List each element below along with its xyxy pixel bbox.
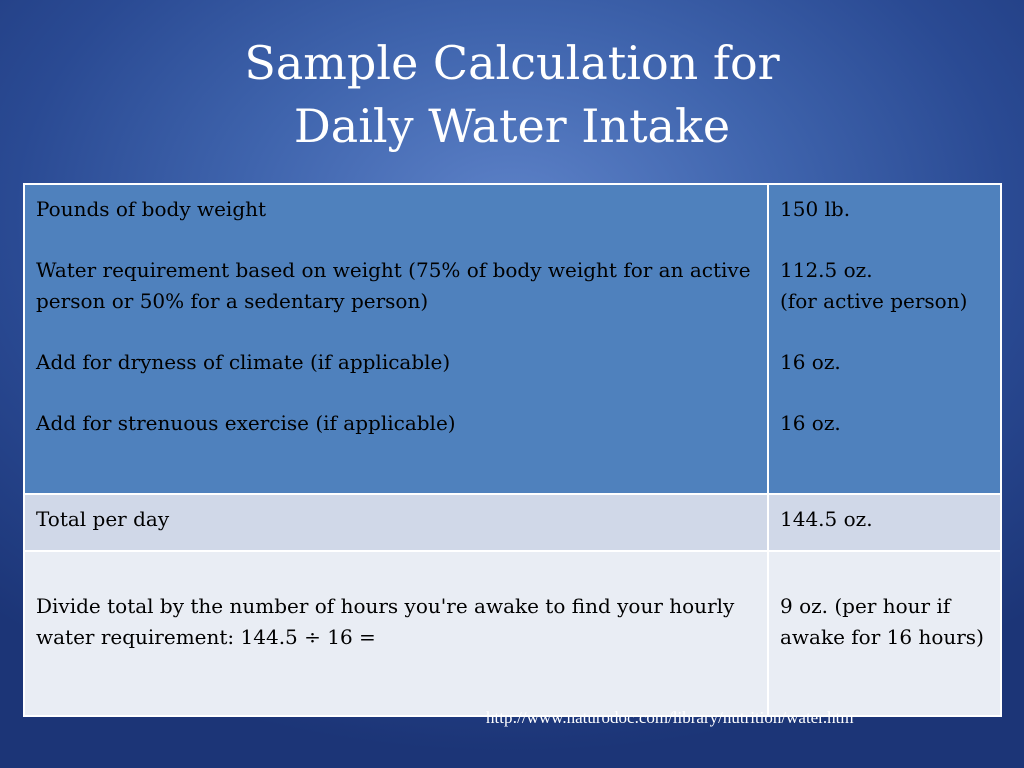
table-cell-descriptions: Pounds of body weight Water requirement …: [23, 183, 769, 495]
table-row-inputs: Pounds of body weight Water requirement …: [23, 183, 1002, 495]
label-hourly-requirement: Divide total by the number of hours you'…: [23, 550, 769, 717]
value-body-weight: 150 lb.: [780, 197, 851, 221]
value-strenuous-exercise: 16 oz.: [780, 411, 841, 435]
source-url: http://www.naturodoc.com/library/nutriti…: [486, 708, 854, 727]
label-body-weight: Pounds of body weight: [36, 197, 267, 221]
value-total-per-day: 144.5 oz.: [767, 493, 1002, 552]
label-water-requirement: Water requirement based on weight (75% o…: [36, 258, 751, 313]
value-climate-dryness: 16 oz.: [780, 350, 841, 374]
table-row-total: Total per day 144.5 oz.: [23, 493, 1002, 552]
label-total-per-day: Total per day: [23, 493, 769, 552]
value-water-requirement: 112.5 oz.: [780, 258, 873, 282]
table-cell-amounts: 150 lb. 112.5 oz. (for active person) 16…: [767, 183, 1002, 495]
calculation-table: Pounds of body weight Water requirement …: [23, 183, 1002, 717]
value-hourly-requirement: 9 oz. (per hour if awake for 16 hours): [767, 550, 1002, 717]
label-strenuous-exercise: Add for strenuous exercise (if applicabl…: [36, 411, 456, 435]
label-climate-dryness: Add for dryness of climate (if applicabl…: [36, 350, 451, 374]
slide-title-line-2: Daily Water Intake: [293, 99, 731, 153]
slide-title-line-1: Sample Calculation for: [244, 36, 780, 90]
table-row-hourly: Divide total by the number of hours you'…: [23, 550, 1002, 717]
slide-title: Sample Calculation for Daily Water Intak…: [0, 32, 1024, 158]
value-water-requirement-note: (for active person): [780, 289, 968, 313]
